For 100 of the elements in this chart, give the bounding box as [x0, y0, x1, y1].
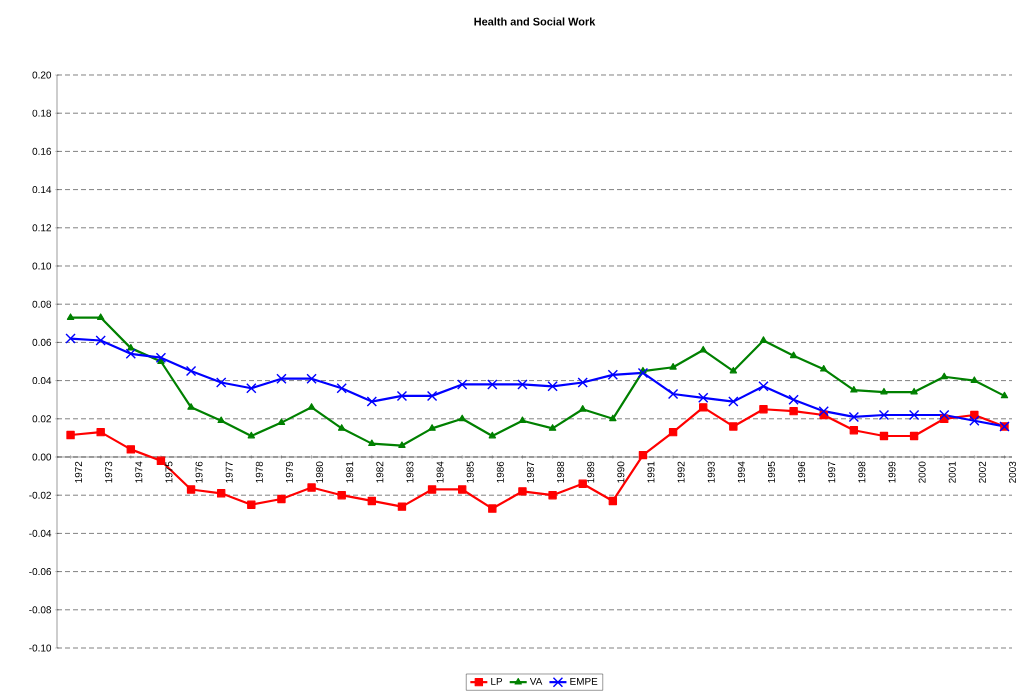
- y-tick-label: 0.12: [32, 224, 51, 232]
- y-tick-label: -0.10: [29, 644, 52, 652]
- point: [247, 500, 256, 509]
- x-tick-label: 1982: [376, 461, 384, 483]
- point: [909, 431, 919, 441]
- x-tick-label: 1978: [255, 461, 263, 483]
- point: [216, 489, 226, 498]
- point: [66, 313, 75, 320]
- y-tick-label: 0.02: [32, 415, 51, 423]
- x-tick-label: 2002: [978, 461, 986, 483]
- point: [970, 410, 979, 420]
- x-tick-label: 1979: [285, 461, 293, 483]
- point: [337, 491, 346, 500]
- y-tick-label: -0.06: [29, 568, 52, 576]
- point: [427, 390, 438, 401]
- point: [186, 366, 197, 377]
- point: [157, 357, 165, 364]
- point: [939, 409, 950, 420]
- x-tick-label: 1974: [135, 461, 143, 483]
- point: [216, 377, 227, 388]
- x-tick-label: 1988: [557, 461, 565, 483]
- point: [548, 491, 557, 500]
- point: [699, 345, 707, 353]
- point: [186, 485, 196, 494]
- point: [126, 445, 136, 454]
- point: [879, 431, 889, 441]
- point: [427, 485, 437, 494]
- point: [729, 366, 738, 374]
- point: [307, 403, 316, 410]
- point: [609, 414, 617, 422]
- x-tick-label: 1975: [165, 461, 173, 483]
- y-tick-label: 0.00: [32, 453, 52, 461]
- x-tick-label: 1973: [105, 461, 113, 483]
- point: [789, 351, 798, 359]
- point: [428, 424, 436, 431]
- y-tick-label: 0.14: [32, 186, 52, 194]
- point: [458, 414, 466, 422]
- point: [337, 424, 346, 431]
- x-tick-label: 1994: [737, 461, 745, 483]
- point: [880, 387, 888, 395]
- point: [65, 333, 76, 344]
- point: [910, 387, 918, 395]
- point: [668, 427, 678, 437]
- point: [398, 441, 406, 448]
- x-tick-label: 2001: [948, 461, 956, 483]
- y-tick-label: 0.04: [32, 377, 52, 385]
- x-tick-label: 1992: [677, 461, 685, 483]
- point: [367, 496, 377, 506]
- point: [396, 390, 407, 401]
- point: [336, 383, 347, 394]
- y-tick-label: -0.04: [29, 529, 52, 537]
- legend-label: LP: [491, 677, 503, 685]
- x-tick-label: 2003: [1008, 461, 1016, 483]
- y-tick-label: -0.08: [29, 606, 52, 614]
- point: [669, 363, 677, 370]
- point: [637, 367, 648, 378]
- x-tick-label: 1993: [707, 461, 715, 483]
- point: [95, 335, 106, 346]
- y-tick-label: -0.02: [29, 491, 51, 499]
- y-tick-label: 0.20: [32, 71, 52, 79]
- x-tick-label: 2000: [918, 461, 926, 483]
- point: [638, 450, 648, 460]
- legend-label: EMPE: [570, 677, 598, 685]
- y-tick-label: 0.18: [32, 109, 52, 117]
- point: [848, 411, 859, 422]
- point: [125, 348, 136, 359]
- point: [96, 313, 105, 320]
- point: [457, 379, 468, 390]
- x-tick-label: 1984: [436, 461, 444, 483]
- point: [1000, 391, 1009, 399]
- point: [578, 479, 587, 488]
- point: [96, 427, 105, 437]
- y-tick-label: 0.10: [32, 262, 52, 270]
- x-tick-label: 1972: [75, 461, 83, 483]
- point: [699, 403, 708, 412]
- point: [247, 431, 256, 439]
- x-tick-label: 1995: [767, 461, 775, 483]
- point: [577, 377, 588, 388]
- point: [607, 369, 618, 380]
- point: [66, 430, 75, 440]
- x-tick-label: 1981: [346, 461, 354, 483]
- point: [246, 383, 257, 394]
- point: [547, 381, 558, 392]
- point: [156, 456, 166, 466]
- point: [969, 415, 980, 426]
- point: [788, 394, 799, 405]
- point: [548, 424, 557, 431]
- point: [518, 487, 527, 496]
- x-tick-label: 1997: [828, 461, 836, 483]
- point: [155, 352, 166, 363]
- x-tick-label: 1999: [888, 461, 896, 483]
- point: [458, 485, 467, 494]
- point: [970, 376, 979, 383]
- x-tick-label: 1998: [858, 461, 866, 483]
- legend-label: VA: [529, 677, 543, 685]
- chart-title: Health and Social Work: [474, 17, 596, 26]
- point: [368, 439, 376, 447]
- x-tick-label: 1977: [225, 461, 233, 483]
- point: [698, 392, 709, 403]
- point: [578, 405, 587, 412]
